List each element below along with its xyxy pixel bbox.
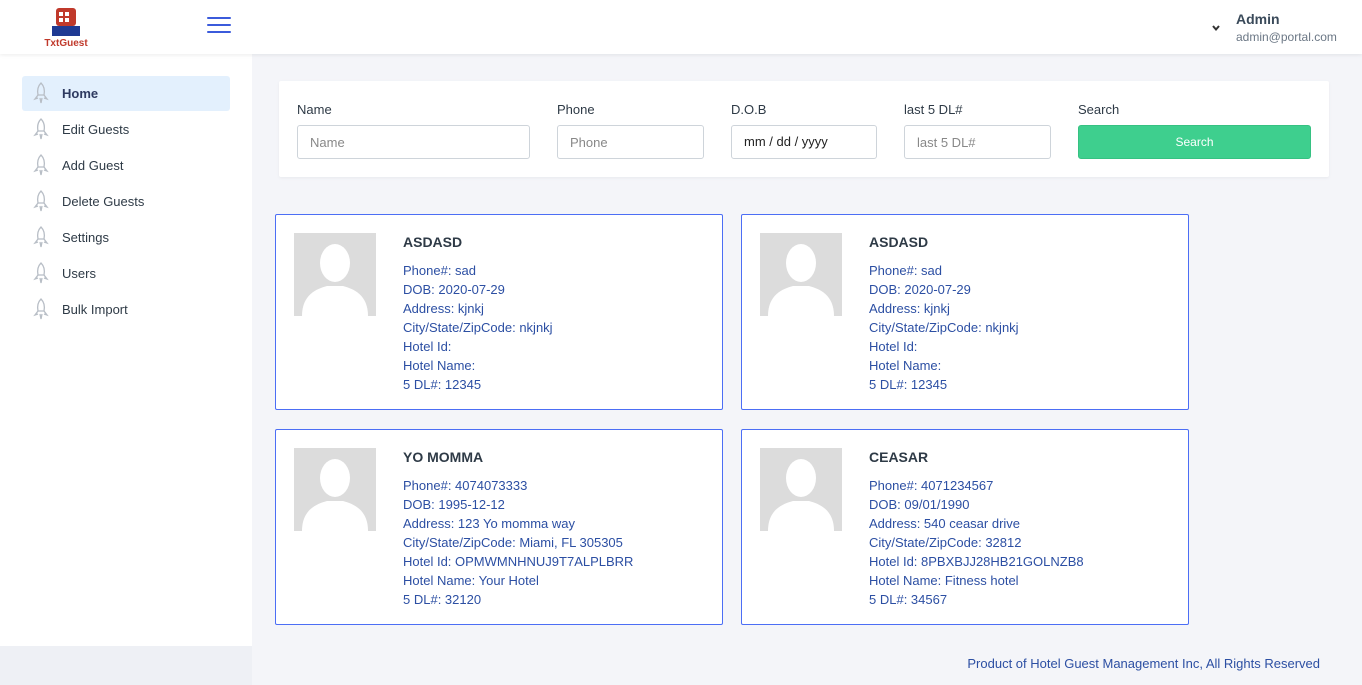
guest-name: ASDASD xyxy=(403,234,463,250)
guest-details: Phone#: sad DOB: 2020-07-29 Address: kjn… xyxy=(869,261,1019,394)
hamburger-line xyxy=(207,17,231,19)
guest-address: Address: 123 Yo momma way xyxy=(403,516,575,531)
guest-card[interactable]: CEASAR Phone#: 4071234567 DOB: 09/01/199… xyxy=(741,429,1189,625)
logo-text: TxtGuest xyxy=(44,38,88,48)
phone-input[interactable] xyxy=(557,125,704,159)
user-email: admin@portal.com xyxy=(1236,30,1337,44)
guest-card[interactable]: YO MOMMA Phone#: 4074073333 DOB: 1995-12… xyxy=(275,429,723,625)
sidebar-item-settings[interactable]: Settings xyxy=(22,220,230,255)
guest-dob: DOB: 09/01/1990 xyxy=(869,497,970,512)
guest-dl: 5 DL#: 32120 xyxy=(403,592,482,607)
search-label: Search xyxy=(1078,102,1120,117)
name-input[interactable] xyxy=(297,125,530,159)
guest-hotel-id: Hotel Id: xyxy=(869,339,918,354)
user-name[interactable]: Admin xyxy=(1236,11,1280,27)
guest-dl: 5 DL#: 12345 xyxy=(403,377,482,392)
guest-card[interactable]: ASDASD Phone#: sad DOB: 2020-07-29 Addre… xyxy=(275,214,723,410)
guest-hotel-id: Hotel Id: OPMWMNHNUJ9T7ALPLBRR xyxy=(403,554,634,569)
menu-toggle-button[interactable] xyxy=(207,17,231,37)
sidebar xyxy=(0,54,252,646)
guest-details: Phone#: 4074073333 DOB: 1995-12-12 Addre… xyxy=(403,476,633,609)
sidebar-item-label: Settings xyxy=(62,230,109,245)
rocket-icon xyxy=(33,190,49,212)
guest-hotel-name: Hotel Name: Fitness hotel xyxy=(869,573,1019,588)
sidebar-item-label: Add Guest xyxy=(62,158,124,173)
guest-name: CEASAR xyxy=(869,449,929,465)
guest-dob: DOB: 1995-12-12 xyxy=(403,497,505,512)
guest-dob: DOB: 2020-07-29 xyxy=(869,282,971,297)
logo-icon[interactable]: TxtGuest xyxy=(40,6,92,48)
hamburger-line xyxy=(207,31,231,33)
search-button[interactable]: Search xyxy=(1078,125,1311,159)
rocket-icon xyxy=(33,298,49,320)
guest-hotel-id: Hotel Id: 8PBXBJJ28HB21GOLNZB8 xyxy=(869,554,1084,569)
sidebar-item-label: Home xyxy=(62,86,99,101)
sidebar-item-delete-guests[interactable]: Delete Guests xyxy=(22,184,230,219)
guest-phone: Phone#: sad xyxy=(869,263,943,278)
dob-label: D.O.B xyxy=(731,102,767,117)
guest-city: City/State/ZipCode: Miami, FL 305305 xyxy=(403,535,623,550)
top-header: TxtGuest Admin admin@portal.com xyxy=(0,0,1362,54)
guest-city: City/State/ZipCode: nkjnkj xyxy=(869,320,1019,335)
guest-address: Address: 540 ceasar drive xyxy=(869,516,1021,531)
rocket-icon xyxy=(33,118,49,140)
guest-hotel-name: Hotel Name: xyxy=(403,358,476,373)
chevron-down-icon[interactable] xyxy=(1210,22,1222,34)
avatar xyxy=(294,448,376,531)
sidebar-item-label: Delete Guests xyxy=(62,194,145,209)
sidebar-item-label: Edit Guests xyxy=(62,122,130,137)
sidebar-item-bulk-import[interactable]: Bulk Import xyxy=(22,292,230,327)
avatar xyxy=(294,233,376,316)
guest-details: Phone#: sad DOB: 2020-07-29 Address: kjn… xyxy=(403,261,553,394)
guest-card[interactable]: ASDASD Phone#: sad DOB: 2020-07-29 Addre… xyxy=(741,214,1189,410)
rocket-icon xyxy=(33,154,49,176)
sidebar-footer xyxy=(0,646,252,685)
avatar xyxy=(760,448,842,531)
sidebar-item-edit-guests[interactable]: Edit Guests xyxy=(22,112,230,147)
guest-dob: DOB: 2020-07-29 xyxy=(403,282,505,297)
dob-input[interactable]: mm / dd / yyyy xyxy=(731,125,877,159)
guest-dl: 5 DL#: 34567 xyxy=(869,592,948,607)
guest-phone: Phone#: 4074073333 xyxy=(403,478,528,493)
guest-city: City/State/ZipCode: nkjnkj xyxy=(403,320,553,335)
guest-phone: Phone#: 4071234567 xyxy=(869,478,994,493)
guest-city: City/State/ZipCode: 32812 xyxy=(869,535,1022,550)
sidebar-item-label: Bulk Import xyxy=(62,302,128,317)
guest-hotel-name: Hotel Name: Your Hotel xyxy=(403,573,539,588)
rocket-icon xyxy=(33,82,49,104)
dl-input[interactable] xyxy=(904,125,1051,159)
dl-label: last 5 DL# xyxy=(904,102,963,117)
hamburger-line xyxy=(207,24,231,26)
phone-label: Phone xyxy=(557,102,595,117)
guest-dl: 5 DL#: 12345 xyxy=(869,377,948,392)
guest-details: Phone#: 4071234567 DOB: 09/01/1990 Addre… xyxy=(869,476,1084,609)
guest-address: Address: kjnkj xyxy=(403,301,484,316)
name-label: Name xyxy=(297,102,332,117)
search-panel: Name Phone D.O.B mm / dd / yyyy last 5 D… xyxy=(279,81,1329,177)
rocket-icon xyxy=(33,226,49,248)
sidebar-item-home[interactable]: Home xyxy=(22,76,230,111)
guest-address: Address: kjnkj xyxy=(869,301,950,316)
guest-name: YO MOMMA xyxy=(403,449,484,465)
footer-copyright: Product of Hotel Guest Management Inc, A… xyxy=(967,656,1320,671)
avatar xyxy=(760,233,842,316)
rocket-icon xyxy=(33,262,49,284)
sidebar-item-users[interactable]: Users xyxy=(22,256,230,291)
sidebar-item-add-guest[interactable]: Add Guest xyxy=(22,148,230,183)
sidebar-item-label: Users xyxy=(62,266,96,281)
guest-phone: Phone#: sad xyxy=(403,263,477,278)
guest-hotel-id: Hotel Id: xyxy=(403,339,452,354)
guest-hotel-name: Hotel Name: xyxy=(869,358,942,373)
guest-name: ASDASD xyxy=(869,234,929,250)
